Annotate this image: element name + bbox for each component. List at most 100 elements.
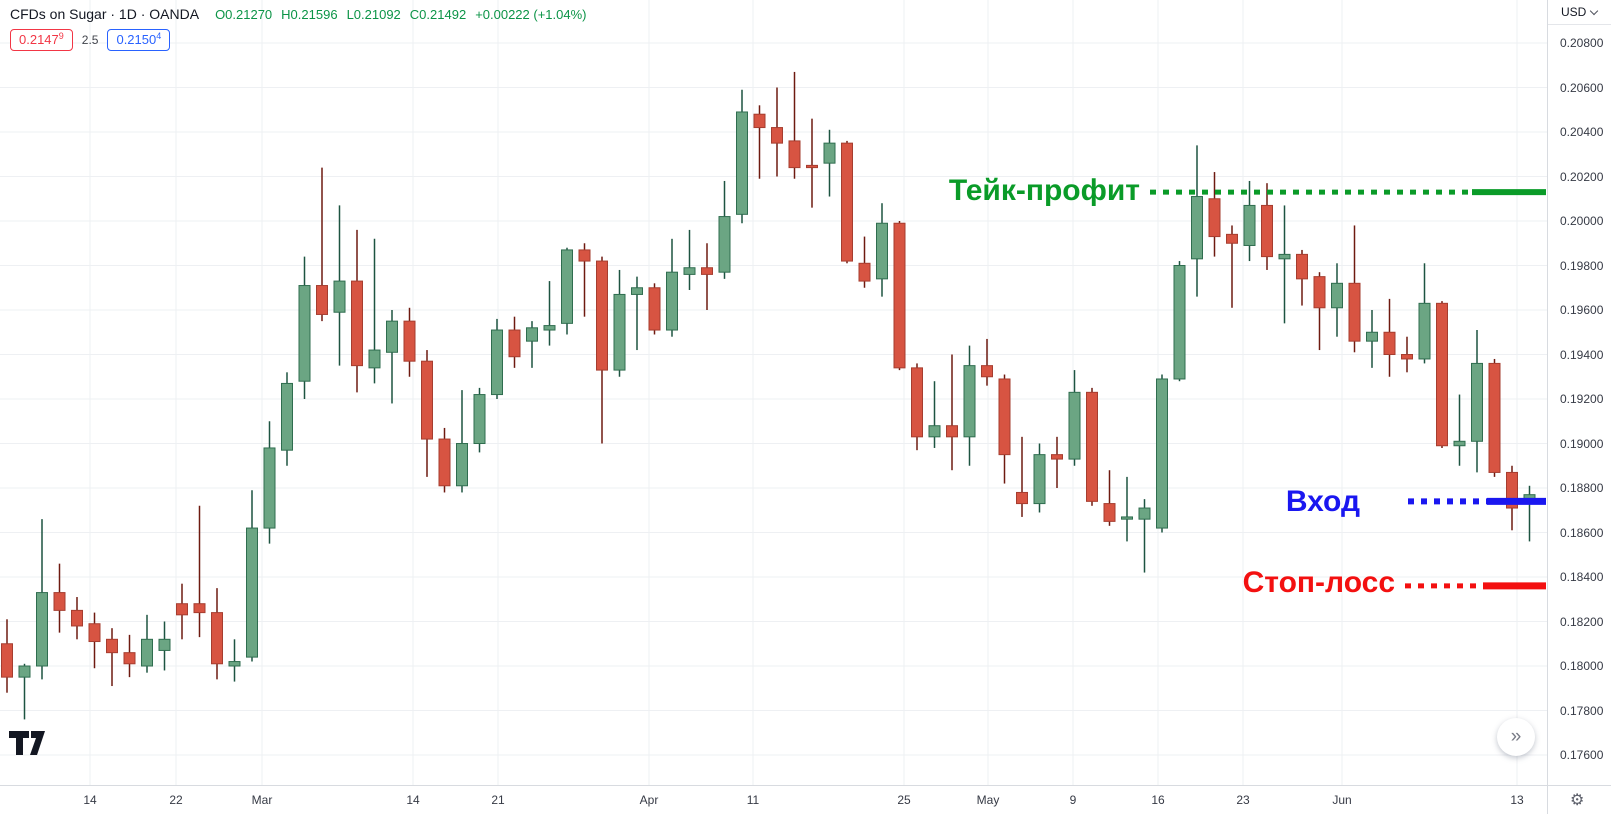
candle-body [333,280,346,313]
take-profit-label[interactable]: Тейк-профит [948,174,1140,207]
candle-body [561,249,573,324]
ohlc-close: C0.21492 [409,6,467,22]
candle-body [946,425,958,438]
price-tick-label: 0.19400 [1560,347,1604,362]
candle-body [281,382,293,451]
time-tick-label: Apr [639,793,659,807]
candle-body [1226,233,1238,244]
ohlc-low: L0.21092 [346,6,401,22]
candle-body [1016,491,1028,505]
candle-body [1278,253,1291,260]
candle-body [1191,196,1203,260]
time-tick-label: 25 [897,793,911,807]
price-tick-label: 0.19200 [1560,392,1604,406]
candle-body [298,285,311,382]
time-tick-label: Jun [1332,793,1352,807]
candle-body [1453,440,1466,447]
price-tick-label: 0.17600 [1560,748,1604,762]
candle-body [1366,331,1378,342]
tradingview-logo-icon [9,731,45,755]
candle-body [806,164,818,169]
candle-body [613,293,626,371]
chevron-down-icon [1590,6,1599,15]
price-tick-label: 0.17800 [1560,703,1604,718]
candle-body [858,262,871,282]
sell-button[interactable]: 0.2147 9 [10,29,73,51]
symbol-title[interactable]: CFDs on Sugar · 1D · OANDA [10,6,200,22]
candle-body [876,222,888,280]
chart-pane[interactable] [0,0,1547,785]
sell-price: 0.2147 [19,32,59,47]
time-tick-label: 14 [83,793,97,807]
candle-body [211,612,223,665]
candle-body [823,142,836,164]
ohlc-change: +0.00222 (+1.04%) [475,6,587,22]
candle-body [18,665,31,678]
time-axis[interactable]: ⚙ 14 22 Mar 14 21 Apr 11 25 May 9 16 23 Jun 13 [0,785,1611,814]
candle-body [1436,302,1448,447]
candle-body [718,216,731,273]
candle-body [1,643,13,678]
candle-body [543,325,556,331]
candlestick-chart[interactable] [0,0,1547,785]
buy-price: 0.2150 [116,32,157,47]
candle-body [88,623,101,643]
candle-body [228,661,241,667]
price-axis-currency[interactable]: USD [1548,0,1611,25]
candle-body [1033,454,1046,505]
candle-body [1506,471,1518,509]
ohlc-high: H0.21596 [281,6,338,22]
candle-body [438,438,451,487]
time-tick-label: 16 [1151,793,1165,807]
candle-body [1121,516,1133,520]
candle-body [701,267,713,275]
candle-body [193,603,206,614]
bid-ask-row: 0.2147 9 2.5 0.2150 4 [10,29,587,51]
settings-gear-icon[interactable]: ⚙ [1570,792,1585,809]
candle-body [596,260,608,371]
candle-body [1243,204,1256,246]
scroll-to-realtime-button[interactable]: » [1497,718,1535,756]
candle-body [753,113,766,129]
candle-body [578,249,591,262]
currency-label: USD [1561,5,1587,19]
time-tick-label: 14 [406,793,420,807]
candle-body [1401,354,1413,360]
price-tick-label: 0.19800 [1560,258,1604,273]
candle-body [963,365,976,438]
stop-loss-label[interactable]: Стоп-лосс [1242,566,1395,599]
candle-body [368,349,381,369]
candle-body [456,443,468,487]
time-tick-label: May [976,793,1000,807]
candle-body [1051,454,1063,460]
price-tick-label: 0.20000 [1560,214,1604,228]
candle-body [1261,204,1273,258]
axis-corner-divider [1547,786,1548,814]
ohlc-values: O0.21270 H0.21596 L0.21092 C0.21492 +0.0… [215,7,586,22]
buy-button[interactable]: 0.2150 4 [107,29,171,51]
time-tick-label: Mar [251,793,273,807]
candle-body [1296,253,1308,280]
candle-body [106,638,118,654]
candle-body [263,447,276,529]
candle-body [1156,378,1168,529]
entry-label[interactable]: Вход [1285,485,1360,518]
candle-body [1086,391,1098,502]
candle-body [788,140,801,169]
candle-body [736,111,748,215]
sell-price-sup: 9 [58,31,64,41]
candle-body [631,287,643,295]
candle-body [911,367,923,438]
price-axis[interactable]: USD 0.20800 0.20600 0.20400 0.20200 0.20000 0… [1547,0,1611,785]
candle-body [981,365,993,378]
buy-price-sup: 4 [156,31,162,41]
candle-body [246,527,258,658]
symbol-title-row: CFDs on Sugar · 1D · OANDA O0.21270 H0.2… [10,6,587,22]
chart-header: CFDs on Sugar · 1D · OANDA O0.21270 H0.2… [10,6,587,51]
candle-body [403,320,416,362]
candle-body [526,327,538,342]
tradingview-logo[interactable] [8,729,48,762]
candle-body [1138,507,1151,520]
candle-body [1348,282,1361,342]
